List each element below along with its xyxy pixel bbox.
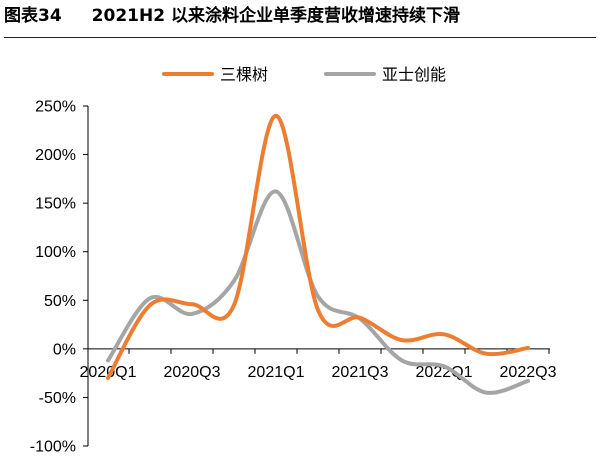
x-tick-label: 2021Q3 [332,364,389,381]
y-tick-label: 200% [35,147,76,164]
y-tick-label: 150% [35,196,76,213]
y-tick-label: 100% [35,244,76,261]
chart-legend: 三棵树 亚士创能 [162,65,446,84]
legend-label: 三棵树 [220,65,268,84]
series-layer [106,113,530,395]
x-tick-label: 2022Q3 [500,364,557,381]
y-axis: -100% -50% 0% 50% 100% 150% 200% 250% [30,99,89,456]
series-line-0 [106,113,530,380]
figure-header: 图表34 2021H2 以来涂料企业单季度营收增速持续下滑 [4,4,596,38]
series-line-1 [106,189,530,395]
y-tick-label: -100% [30,439,76,456]
legend-label: 亚士创能 [382,65,446,84]
y-tick-label: 250% [35,99,76,116]
x-axis: 2020Q1 2020Q3 2021Q1 2021Q3 2022Q1 2022Q3 [80,348,557,381]
x-tick-label: 2021Q1 [248,364,305,381]
y-tick-label: 50% [44,293,76,310]
figure-label: 图表34 [4,6,62,26]
x-tick-label: 2020Q1 [80,364,137,381]
figure-title: 2021H2 以来涂料企业单季度营收增速持续下滑 [91,6,460,26]
y-tick-label: -50% [39,390,76,407]
x-tick-label: 2020Q3 [164,364,221,381]
y-tick-label: 0% [53,341,76,358]
